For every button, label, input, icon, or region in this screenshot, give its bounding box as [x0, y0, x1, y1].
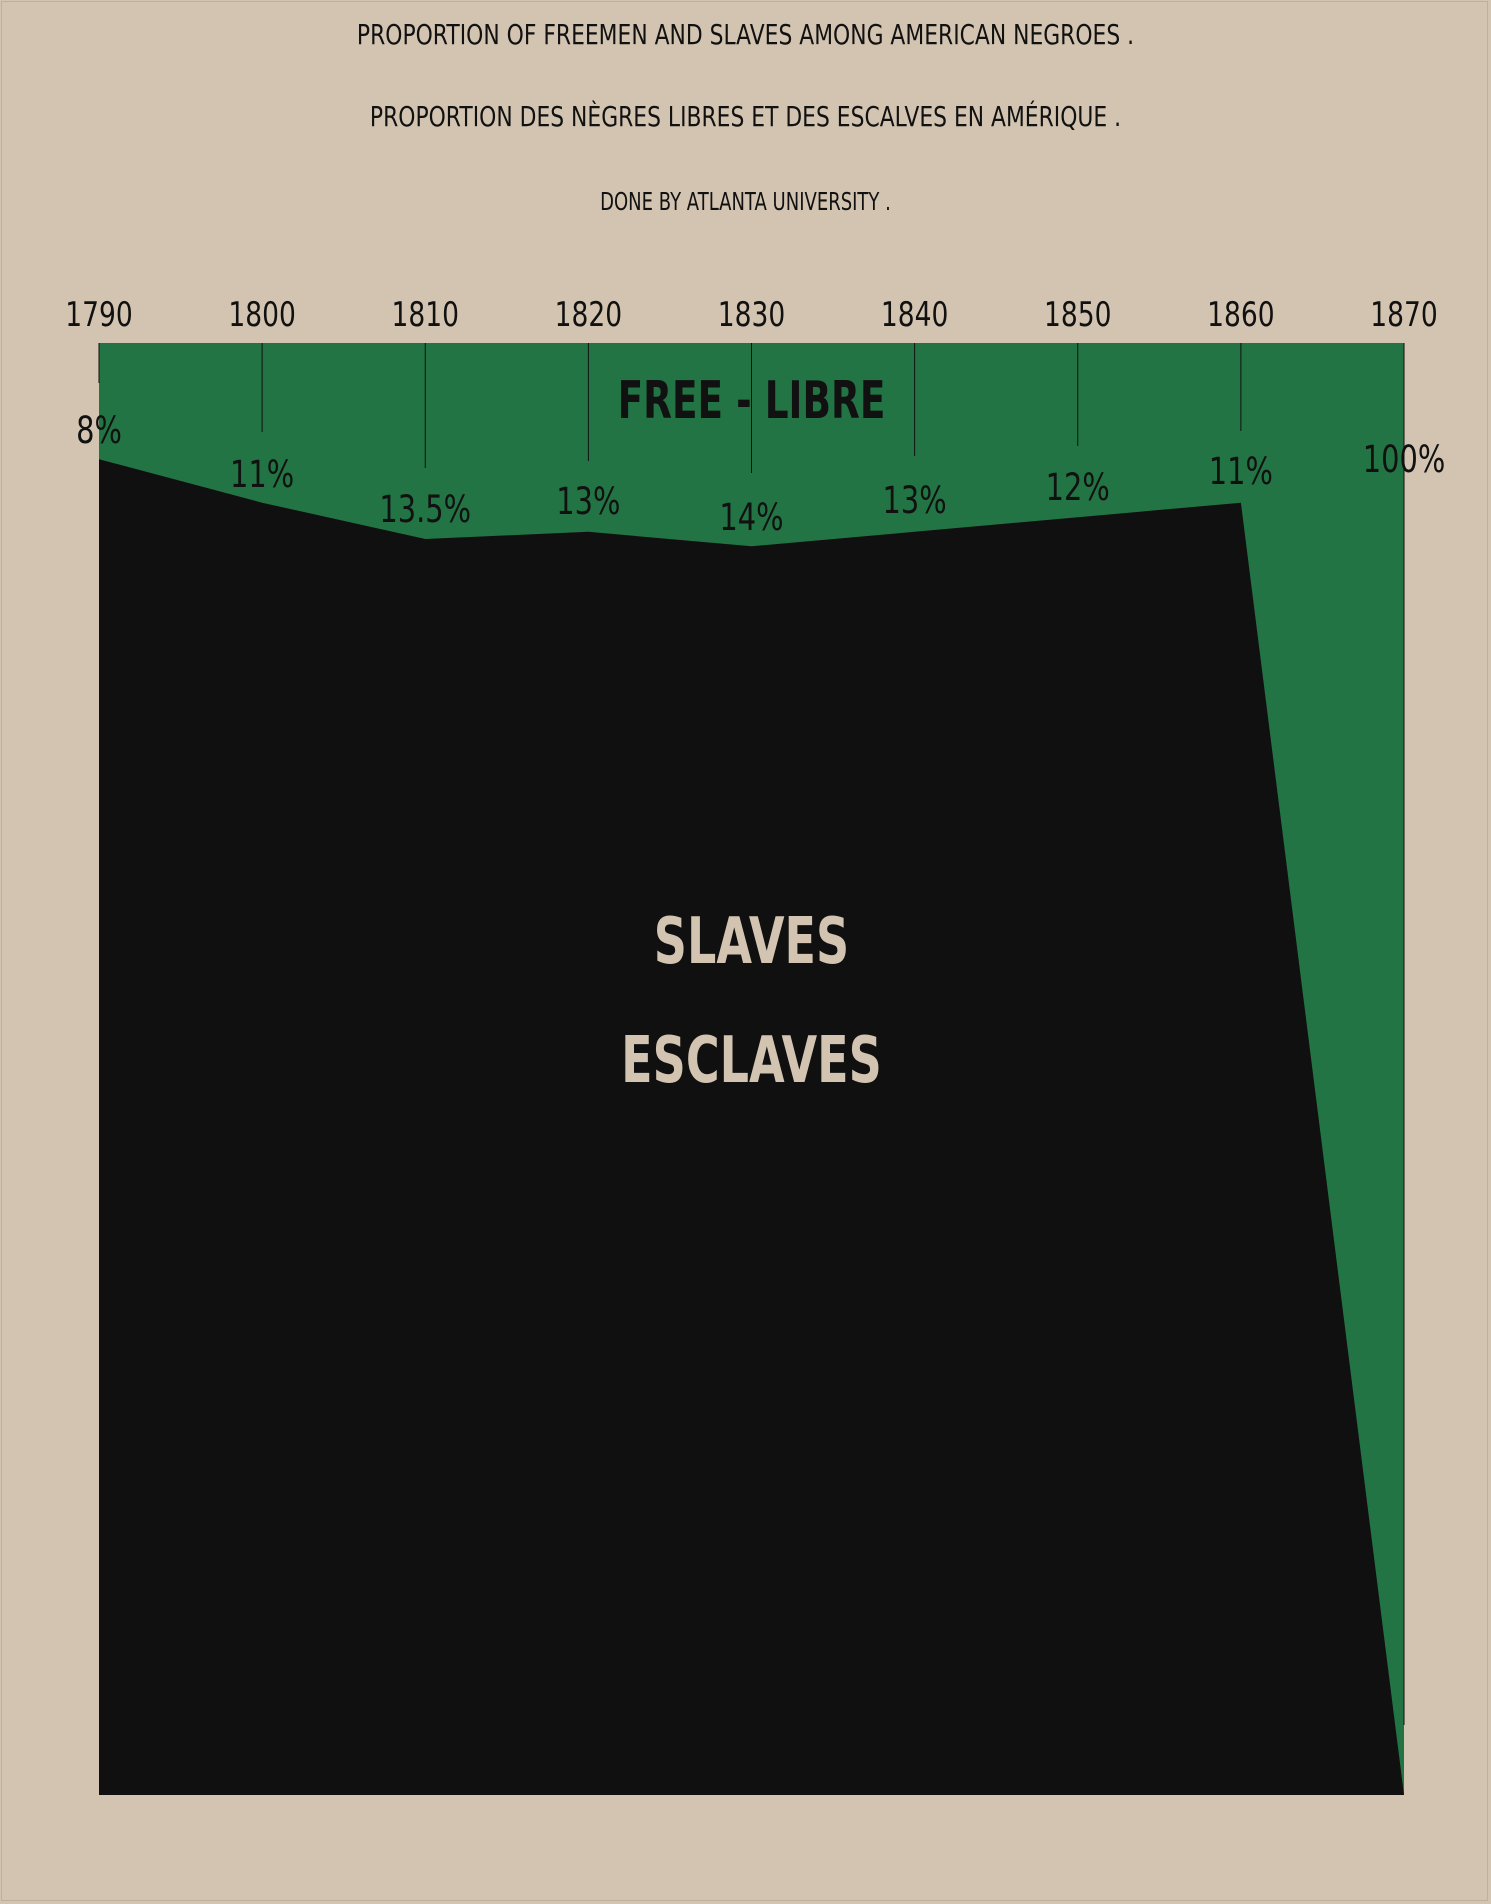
- slaves-series-label: SLAVES: [654, 904, 849, 979]
- percentage-label: 14%: [719, 495, 783, 538]
- percentage-label: 13%: [883, 478, 947, 521]
- percentage-label: 12%: [1046, 465, 1110, 508]
- year-label: 1820: [555, 296, 622, 335]
- year-label: 1860: [1207, 296, 1274, 335]
- x-axis-tick-labels: 1790 1800 1810 1820 1830 1840 1850 1860 1870: [65, 296, 1437, 335]
- percentage-label: 100%: [1363, 437, 1445, 480]
- year-gridlines: [98, 343, 1405, 1725]
- slaves-series-label-french: ESCLAVES: [621, 1023, 882, 1098]
- year-label: 1810: [392, 296, 459, 335]
- year-label: 1830: [718, 296, 785, 335]
- chart-subtitle: PROPORTION DES NÈGRES LIBRES ET DES ESCA…: [369, 100, 1122, 133]
- year-label: 1850: [1044, 296, 1111, 335]
- slaves-area: [99, 459, 1404, 1796]
- year-label: 1870: [1370, 296, 1437, 335]
- percentage-labels: 8% 11% 13.5% 13% 14% 13% 12% 11% 100%: [76, 408, 1445, 538]
- percentage-label: 11%: [230, 452, 294, 495]
- percentage-label: 13%: [556, 479, 620, 522]
- year-label: 1840: [881, 296, 948, 335]
- percentage-label: 8%: [76, 408, 122, 451]
- free-series-label: FREE - LIBRE: [618, 370, 886, 431]
- percentage-label: 11%: [1209, 449, 1273, 492]
- chart-credit: DONE BY ATLANTA UNIVERSITY .: [600, 187, 891, 216]
- percentage-label: 13.5%: [379, 487, 471, 530]
- year-label: 1800: [228, 296, 295, 335]
- chart-title: PROPORTION OF FREEMEN AND SLAVES AMONG A…: [356, 18, 1135, 51]
- year-label: 1790: [65, 296, 132, 335]
